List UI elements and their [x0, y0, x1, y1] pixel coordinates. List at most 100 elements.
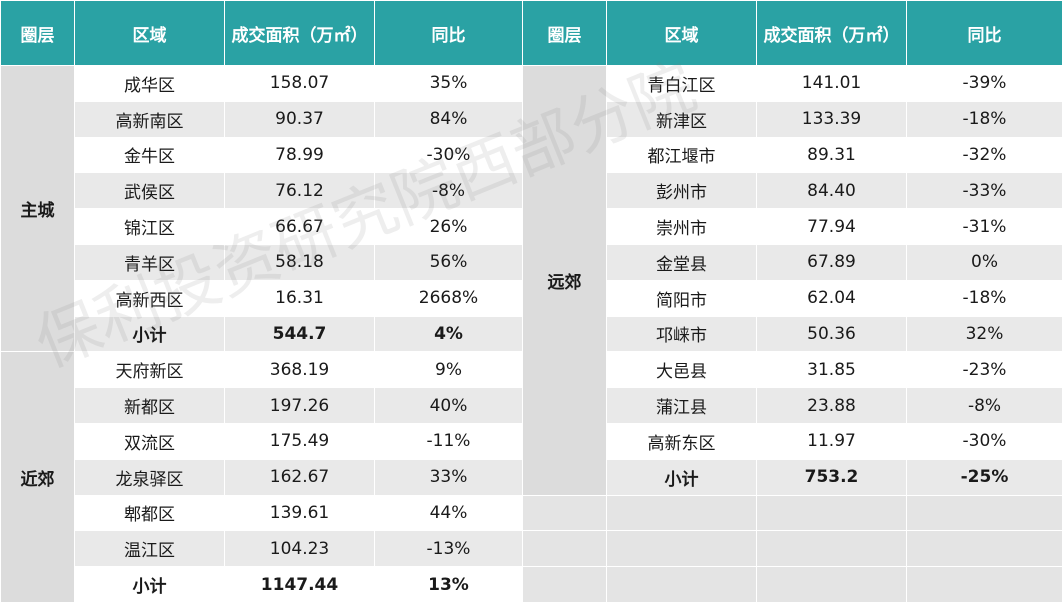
region-cell: 蒲江县: [607, 388, 757, 424]
region-cell: 都江堰市: [607, 137, 757, 173]
group-label-cell: 远郊: [523, 66, 607, 496]
region-cell: 武侯区: [75, 173, 225, 209]
region-cell: 大邑县: [607, 352, 757, 388]
yoy-cell: -13%: [375, 531, 523, 567]
empty-cell: [523, 495, 607, 531]
area-cell: 58.18: [225, 244, 375, 280]
table-header-row: 圈层区域成交面积（万㎡）同比圈层区域成交面积（万㎡）同比: [1, 1, 1062, 66]
region-cell: 高新西区: [75, 280, 225, 316]
yoy-cell: -11%: [375, 423, 523, 459]
yoy-cell: -33%: [907, 173, 1062, 209]
subtotal-yoy: -25%: [907, 459, 1062, 495]
yoy-cell: 56%: [375, 244, 523, 280]
area-cell: 31.85: [757, 352, 907, 388]
yoy-cell: -18%: [907, 280, 1062, 316]
yoy-cell: 9%: [375, 352, 523, 388]
region-cell: 金牛区: [75, 137, 225, 173]
region-cell: 青白江区: [607, 66, 757, 102]
column-header: 同比: [375, 1, 523, 66]
empty-cell: [523, 567, 607, 603]
area-cell: 16.31: [225, 280, 375, 316]
yoy-cell: -30%: [907, 423, 1062, 459]
empty-cell: [907, 495, 1062, 531]
region-cell: 龙泉驿区: [75, 459, 225, 495]
yoy-cell: -8%: [375, 173, 523, 209]
yoy-cell: -31%: [907, 209, 1062, 245]
group-label-cell: 近郊: [1, 352, 75, 603]
subtotal-area: 1147.44: [225, 567, 375, 603]
yoy-cell: 2668%: [375, 280, 523, 316]
region-cell: 锦江区: [75, 209, 225, 245]
region-cell: 金堂县: [607, 244, 757, 280]
group-label-cell: 主城: [1, 66, 75, 352]
subtotal-area: 544.7: [225, 316, 375, 352]
area-cell: 76.12: [225, 173, 375, 209]
subtotal-yoy: 13%: [375, 567, 523, 603]
column-header: 圈层: [523, 1, 607, 66]
empty-cell: [757, 567, 907, 603]
empty-cell: [607, 567, 757, 603]
yoy-cell: -30%: [375, 137, 523, 173]
region-cell: 成华区: [75, 66, 225, 102]
region-cell: 彭州市: [607, 173, 757, 209]
yoy-cell: 32%: [907, 316, 1062, 352]
region-cell: 天府新区: [75, 352, 225, 388]
area-cell: 368.19: [225, 352, 375, 388]
yoy-cell: 33%: [375, 459, 523, 495]
area-cell: 139.61: [225, 495, 375, 531]
area-cell: 77.94: [757, 209, 907, 245]
empty-cell: [757, 495, 907, 531]
region-cell: 邛崃市: [607, 316, 757, 352]
yoy-cell: 44%: [375, 495, 523, 531]
area-cell: 162.67: [225, 459, 375, 495]
subtotal-yoy: 4%: [375, 316, 523, 352]
column-header: 区域: [75, 1, 225, 66]
region-cell: 崇州市: [607, 209, 757, 245]
empty-cell: [757, 531, 907, 567]
column-header: 成交面积（万㎡）: [225, 1, 375, 66]
region-cell: 郫都区: [75, 495, 225, 531]
yoy-cell: -18%: [907, 101, 1062, 137]
column-header: 圈层: [1, 1, 75, 66]
column-header: 区域: [607, 1, 757, 66]
area-cell: 158.07: [225, 66, 375, 102]
yoy-cell: -8%: [907, 388, 1062, 424]
yoy-cell: 84%: [375, 101, 523, 137]
yoy-cell: -32%: [907, 137, 1062, 173]
subtotal-label: 小计: [75, 567, 225, 603]
region-cell: 高新东区: [607, 423, 757, 459]
empty-cell: [607, 495, 757, 531]
column-header: 同比: [907, 1, 1062, 66]
area-cell: 66.67: [225, 209, 375, 245]
area-cell: 133.39: [757, 101, 907, 137]
region-cell: 新都区: [75, 388, 225, 424]
empty-cell: [523, 531, 607, 567]
yoy-cell: 0%: [907, 244, 1062, 280]
area-cell: 90.37: [225, 101, 375, 137]
yoy-cell: 40%: [375, 388, 523, 424]
region-cell: 简阳市: [607, 280, 757, 316]
area-cell: 11.97: [757, 423, 907, 459]
area-cell: 141.01: [757, 66, 907, 102]
empty-cell: [907, 567, 1062, 603]
area-cell: 50.36: [757, 316, 907, 352]
yoy-cell: 26%: [375, 209, 523, 245]
area-cell: 67.89: [757, 244, 907, 280]
subtotal-label: 小计: [75, 316, 225, 352]
area-cell: 104.23: [225, 531, 375, 567]
yoy-cell: -23%: [907, 352, 1062, 388]
region-cell: 新津区: [607, 101, 757, 137]
region-cell: 青羊区: [75, 244, 225, 280]
yoy-cell: 35%: [375, 66, 523, 102]
area-cell: 175.49: [225, 423, 375, 459]
subtotal-area: 753.2: [757, 459, 907, 495]
area-cell: 62.04: [757, 280, 907, 316]
area-cell: 197.26: [225, 388, 375, 424]
